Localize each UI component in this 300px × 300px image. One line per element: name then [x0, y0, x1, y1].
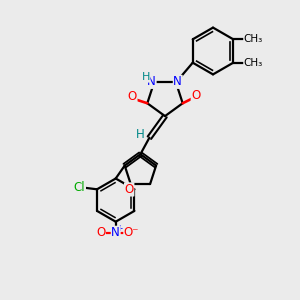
Text: O: O: [128, 90, 137, 103]
Text: N: N: [147, 75, 156, 88]
Text: O: O: [96, 226, 105, 239]
Text: Cl: Cl: [74, 181, 85, 194]
Text: O: O: [191, 88, 200, 102]
Text: O⁻: O⁻: [124, 226, 140, 239]
Text: O: O: [124, 183, 134, 196]
Text: +: +: [116, 224, 123, 233]
Text: CH₃: CH₃: [244, 34, 263, 44]
Text: N: N: [111, 226, 120, 239]
Text: CH₃: CH₃: [244, 58, 263, 68]
Text: H: H: [135, 128, 144, 141]
Text: N: N: [173, 75, 182, 88]
Text: H: H: [142, 72, 150, 82]
